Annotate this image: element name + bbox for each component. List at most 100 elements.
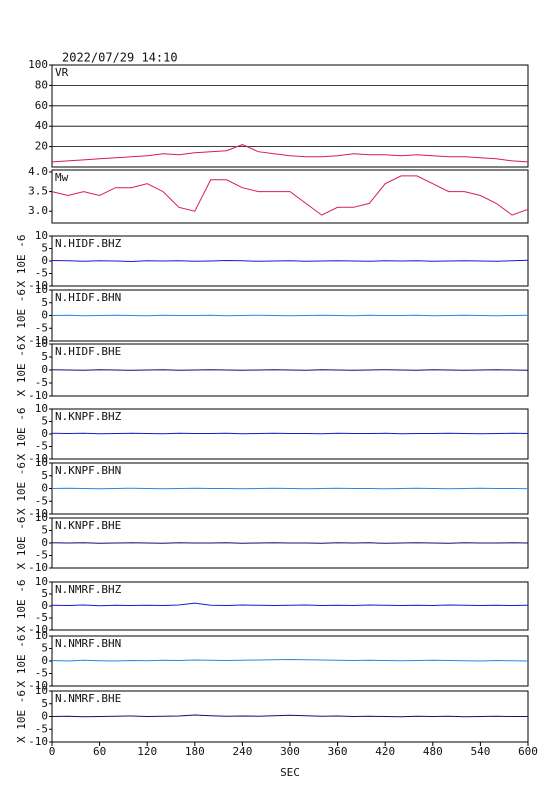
trace-line xyxy=(51,714,528,718)
x-tick-label: 0 xyxy=(49,745,56,758)
chart-title: 2022/07/29 14:10 xyxy=(62,51,178,65)
y-tick-label: 100 xyxy=(28,58,48,71)
y-tick-label: 0 xyxy=(41,363,48,376)
y-tick-label: 0 xyxy=(41,309,48,322)
y-tick-label: -10 xyxy=(28,623,48,636)
y-tick-label: 5 xyxy=(41,524,48,537)
trace-line xyxy=(51,175,529,216)
y-tick-label: 20 xyxy=(35,140,48,153)
y-tick-label: 4.0 xyxy=(28,165,48,178)
y-tick-label: 5 xyxy=(41,697,48,710)
y-tick-label: 10 xyxy=(35,402,48,415)
trace-line xyxy=(51,432,529,435)
y-tick-label: 5 xyxy=(41,296,48,309)
panel-label: N.HIDF.BHN xyxy=(55,291,121,304)
y-tick-label: 0 xyxy=(41,427,48,440)
y-axis-label: X 10E -6 xyxy=(15,408,28,461)
y-axis-label: X 10E -6 xyxy=(15,235,28,288)
y-tick-label: 80 xyxy=(35,78,48,91)
y-tick-label: 3.5 xyxy=(28,185,48,198)
y-tick-label: -10 xyxy=(28,561,48,574)
y-axis-label: X 10E -6 xyxy=(15,580,28,633)
y-tick-label: -10 xyxy=(28,279,48,292)
y-tick-label: 40 xyxy=(35,119,48,132)
y-tick-label: -5 xyxy=(35,549,48,562)
y-tick-label: -10 xyxy=(28,735,48,748)
panel-frame xyxy=(51,581,529,631)
y-tick-label: 10 xyxy=(35,575,48,588)
panel-label: N.HIDF.BHE xyxy=(55,345,121,358)
trace-line xyxy=(51,259,529,263)
y-tick-label: 0 xyxy=(41,599,48,612)
y-tick-label: -10 xyxy=(28,452,48,465)
y-tick-label: -5 xyxy=(35,440,48,453)
x-tick-label: 60 xyxy=(93,745,106,758)
x-tick-label: 120 xyxy=(137,745,157,758)
y-tick-label: -5 xyxy=(35,267,48,280)
y-tick-label: 10 xyxy=(35,229,48,242)
y-tick-label: -5 xyxy=(35,667,48,680)
x-tick-label: 540 xyxy=(470,745,490,758)
panel-label: N.NMRF.BHN xyxy=(55,637,121,650)
panel-frame xyxy=(51,408,529,460)
x-tick-label: 360 xyxy=(328,745,348,758)
y-tick-label: 10 xyxy=(35,511,48,524)
y-axis-label: X 10E -6 xyxy=(15,517,28,570)
trace-line xyxy=(51,602,529,607)
trace-line xyxy=(51,658,529,662)
x-tick-label: 420 xyxy=(375,745,395,758)
y-tick-label: 0 xyxy=(41,710,48,723)
panel-label: N.KNPF.BHZ xyxy=(55,410,122,423)
y-tick-label: 10 xyxy=(35,629,48,642)
panel-label: N.KNPF.BHE xyxy=(55,519,121,532)
y-axis-label: X 10E -6 xyxy=(15,635,28,688)
x-tick-label: 300 xyxy=(280,745,300,758)
y-tick-label: 5 xyxy=(41,587,48,600)
trace-line xyxy=(51,144,529,163)
y-tick-label: 3.0 xyxy=(28,204,48,217)
trace-line xyxy=(51,314,529,317)
y-tick-label: 10 xyxy=(35,456,48,469)
panel-label: N.HIDF.BHZ xyxy=(55,237,122,250)
y-tick-label: 0 xyxy=(41,536,48,549)
y-tick-label: 0 xyxy=(41,254,48,267)
trace-line xyxy=(51,369,529,371)
y-tick-label: 5 xyxy=(41,242,48,255)
y-tick-label: -5 xyxy=(35,611,48,624)
y-tick-label: -5 xyxy=(35,722,48,735)
panel-label: Mw xyxy=(55,171,69,184)
y-tick-label: 60 xyxy=(35,99,48,112)
panel-label: N.NMRF.BHE xyxy=(55,692,121,705)
y-tick-label: -10 xyxy=(28,334,48,347)
x-tick-label: 600 xyxy=(518,745,538,758)
x-axis-label: SEC xyxy=(280,766,300,779)
panel-label: N.NMRF.BHZ xyxy=(55,583,122,596)
y-axis-label: X 10E -6 xyxy=(15,462,28,515)
y-tick-label: 10 xyxy=(35,337,48,350)
y-tick-label: -10 xyxy=(28,679,48,692)
y-axis-label: X 10E -6 xyxy=(15,690,28,743)
x-tick-label: 180 xyxy=(185,745,205,758)
x-tick-label: 480 xyxy=(423,745,443,758)
y-axis-label: X 10E -6 xyxy=(15,289,28,342)
y-tick-label: 10 xyxy=(35,283,48,296)
panel-frame xyxy=(51,64,529,168)
y-tick-label: -5 xyxy=(35,494,48,507)
y-tick-label: 5 xyxy=(41,350,48,363)
panel-frame xyxy=(51,169,529,224)
trace-line xyxy=(51,542,529,544)
y-tick-label: 5 xyxy=(41,642,48,655)
y-tick-label: 5 xyxy=(41,469,48,482)
y-tick-label: -10 xyxy=(28,389,48,402)
panel-label: VR xyxy=(55,66,69,79)
y-tick-label: -5 xyxy=(35,376,48,389)
y-tick-label: -10 xyxy=(28,507,48,520)
y-tick-label: 5 xyxy=(41,415,48,428)
y-tick-label: 0 xyxy=(41,482,48,495)
x-tick-label: 240 xyxy=(232,745,252,758)
trace-line xyxy=(51,487,529,490)
y-tick-label: -5 xyxy=(35,321,48,334)
panel-label: N.KNPF.BHN xyxy=(55,464,121,477)
y-tick-label: 10 xyxy=(35,684,48,697)
